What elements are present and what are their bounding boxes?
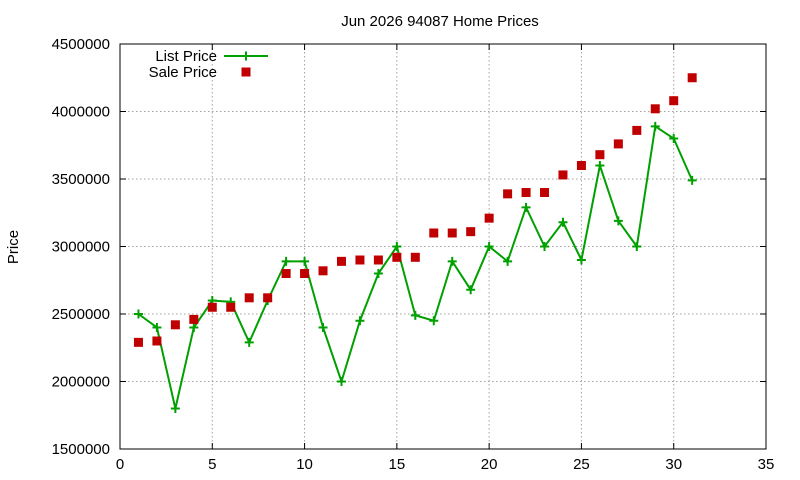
sale-price-point <box>540 188 550 197</box>
sale-price-point <box>429 228 439 238</box>
list-price-point <box>410 310 420 320</box>
list-price-line <box>137 124 694 409</box>
list-price-point <box>392 242 402 251</box>
list-price-point <box>650 121 660 131</box>
sale-price-point <box>244 293 254 303</box>
sale-price-point <box>133 337 143 347</box>
sale-price-point <box>410 252 420 262</box>
sale-price-series <box>133 73 697 347</box>
sale-price-point <box>669 96 679 106</box>
sale-price-point <box>336 256 346 266</box>
list-price-point <box>170 404 180 413</box>
sale-price-point <box>613 139 623 149</box>
legend-marker-list-price <box>241 51 251 61</box>
sale-price-point <box>281 269 291 278</box>
y-axis-label: Price <box>5 230 22 264</box>
x-tick-label: 35 <box>758 456 775 473</box>
y-tick-label: 1500000 <box>52 441 110 458</box>
list-price-point <box>373 269 383 278</box>
y-tick-label: 4000000 <box>52 104 110 121</box>
x-tick-label: 10 <box>296 456 313 473</box>
y-tick-label: 2500000 <box>52 306 110 323</box>
list-price-point <box>429 316 439 326</box>
list-price-point <box>484 242 494 251</box>
sale-price-point <box>189 314 199 324</box>
list-price-point <box>244 337 254 347</box>
sale-price-point <box>355 255 365 265</box>
list-price-point <box>300 256 310 266</box>
sale-price-point <box>170 320 180 330</box>
legend-marker-sale-price <box>241 67 251 77</box>
list-price-point <box>152 323 162 332</box>
list-price-point <box>189 323 199 332</box>
list-price-point <box>632 242 642 251</box>
list-price-point <box>540 242 550 251</box>
sale-price-point <box>503 189 513 199</box>
list-price-point <box>466 285 476 295</box>
sale-price-point <box>392 252 402 262</box>
series-layer <box>133 73 697 413</box>
x-tick-label: 0 <box>116 456 124 473</box>
list-price-point <box>576 255 586 265</box>
sale-price-point <box>521 188 531 197</box>
list-price-point <box>133 309 143 319</box>
list-price-point <box>613 216 623 226</box>
sale-price-point <box>576 161 586 170</box>
sale-price-point <box>632 125 642 135</box>
list-price-point <box>355 316 365 326</box>
legend-label-list-price: List Price <box>155 48 217 65</box>
x-tick-label: 5 <box>208 456 216 473</box>
grid-layer <box>120 44 766 449</box>
list-price-point <box>595 161 605 170</box>
sale-price-point <box>558 170 568 180</box>
sale-price-point <box>466 227 476 237</box>
sale-price-point <box>318 266 328 276</box>
list-price-series <box>133 121 697 413</box>
y-tick-label: 4500000 <box>52 36 110 53</box>
list-price-point <box>521 202 531 212</box>
sale-price-point <box>152 336 162 346</box>
x-tick-label: 15 <box>389 456 406 473</box>
sale-price-point <box>226 302 236 312</box>
chart-title: Jun 2026 94087 Home Prices <box>341 13 539 30</box>
x-tick-label: 30 <box>665 456 682 473</box>
list-price-point <box>447 256 457 266</box>
y-tick-label: 2000000 <box>52 374 110 391</box>
sale-price-point <box>207 302 217 312</box>
sale-price-point <box>687 73 697 83</box>
sale-price-point <box>300 269 310 278</box>
sale-price-point <box>447 228 457 238</box>
list-price-point <box>281 256 291 266</box>
list-price-point <box>558 217 568 227</box>
y-tick-label: 3500000 <box>52 171 110 188</box>
list-price-point <box>687 175 697 185</box>
list-price-point <box>336 377 346 386</box>
list-price-point <box>669 134 679 143</box>
sale-price-point <box>595 150 605 160</box>
list-price-point <box>503 256 513 266</box>
legend-label-sale-price: Sale Price <box>149 64 217 81</box>
sale-price-point <box>373 255 383 265</box>
sale-price-point <box>263 293 273 303</box>
list-price-point <box>318 323 328 332</box>
tick-layer: 1500000 2000000 2500000 3000000 3500000 40000… <box>52 36 775 473</box>
y-tick-label: 3000000 <box>52 239 110 256</box>
x-tick-label: 25 <box>573 456 590 473</box>
sale-price-point <box>650 104 660 114</box>
sale-price-point <box>484 213 494 223</box>
x-tick-label: 20 <box>481 456 498 473</box>
